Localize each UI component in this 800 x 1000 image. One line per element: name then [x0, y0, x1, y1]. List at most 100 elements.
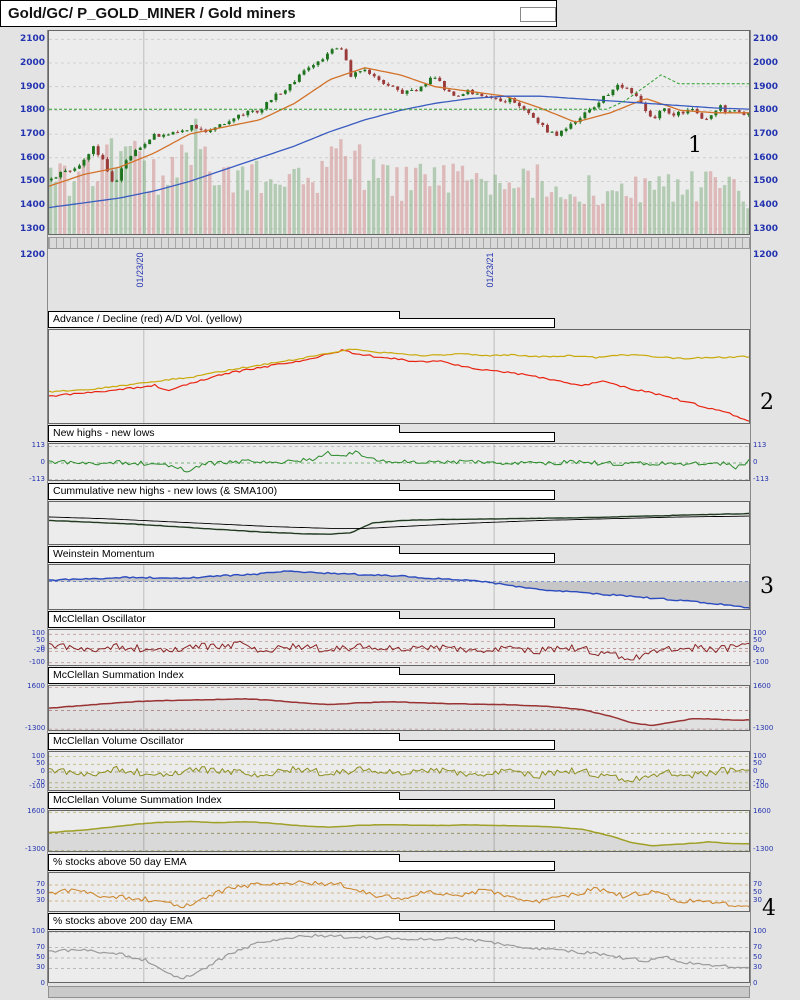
axis-tick-right: 1300 [753, 223, 779, 234]
axis-tick-left: 30 [36, 963, 45, 972]
axis-tick-right: 30 [753, 896, 762, 904]
panel-mcclellan-volume-oscillator: McClellan Volume Oscillator 100 100 50 50 0 0… [0, 733, 800, 792]
axis-tick-right: 1600 [753, 807, 771, 816]
axis-tick-left: 0 [40, 979, 45, 987]
panel-cumulative-nh-nl: Cummulative new highs - new lows (& SMA1… [0, 483, 800, 546]
axis-tick-left: -113 [29, 474, 45, 483]
panel-label: McClellan Volume Summation Index [53, 794, 222, 806]
panel-mcclellan-summation: McClellan Summation Index 1600 1600 -1300 -… [0, 667, 800, 733]
panel-mcclellan-oscillator: McClellan Oscillator 100 100 50 50 0 0 -20 -20-… [0, 611, 800, 667]
panel-label-extension [399, 920, 555, 930]
mcclellan-oscillator-chart[interactable] [48, 629, 750, 666]
panel-advance-decline: Advance / Decline (red) A/D Vol. (yellow… [0, 311, 800, 425]
advance-decline-chart[interactable] [48, 329, 750, 424]
axis-tick-left: 0 [40, 767, 45, 775]
axis-tick-right: 100 [753, 751, 767, 760]
panel-label-extension [399, 674, 555, 684]
annotation-1: 1 [688, 133, 702, 158]
axis-tick-left: -1300 [25, 845, 46, 854]
axis-tick-right: 1600 [753, 682, 771, 691]
axis-tick-right: 2000 [753, 57, 779, 68]
panel-label-box: New highs - new lows [48, 425, 400, 442]
axis-tick-left: 70 [36, 880, 45, 888]
axis-tick-left: 1600 [27, 682, 45, 691]
axis-tick-right: 70 [753, 942, 762, 951]
panel-label: % stocks above 50 day EMA [53, 856, 187, 868]
axis-tick-left: 1400 [19, 200, 45, 211]
panel-label-extension [399, 318, 555, 328]
axis-tick-left: 1500 [19, 176, 45, 187]
mcclellan-volume-summation-chart[interactable] [48, 810, 750, 852]
title-bar-button[interactable] [520, 7, 556, 22]
axis-tick-left: 1800 [19, 105, 45, 116]
axis-tick-left: 100 [31, 629, 45, 638]
panel-label-box: Cummulative new highs - new lows (& SMA1… [48, 483, 400, 500]
pct-above-50ema-chart[interactable] [48, 872, 750, 912]
axis-tick-left: -20 [33, 646, 45, 655]
price-chart[interactable] [48, 30, 750, 235]
axis-tick-right: -1300 [753, 845, 774, 854]
axis-tick-left: 100 [31, 751, 45, 760]
axis-tick-left: 50 [36, 888, 45, 896]
axis-tick-right: 2100 [753, 34, 779, 45]
axis-tick-left: 0 [40, 643, 45, 652]
axis-tick-right: 1800 [753, 105, 779, 116]
axis-tick-left: 2000 [19, 57, 45, 68]
panel-label-box: Advance / Decline (red) A/D Vol. (yellow… [48, 311, 400, 328]
price-scrollbar[interactable] [48, 237, 750, 249]
panel-pct-above-200ema: % stocks above 200 day EMA 100 100 70 70 50 5… [0, 913, 800, 987]
axis-tick-left: 50 [36, 759, 45, 768]
axis-tick-right: -100 [753, 657, 769, 666]
mcclellan-summation-chart[interactable] [48, 685, 750, 731]
panel-label-box: McClellan Summation Index [48, 667, 400, 684]
axis-tick-left: -1300 [25, 724, 46, 733]
axis-tick-left: -100 [29, 657, 45, 666]
axis-tick-left: 0 [40, 458, 45, 466]
axis-tick-right: 113 [753, 441, 767, 450]
panel-new-highs-lows: New highs - new lows 113 113 0 0 -113 -113 [0, 425, 800, 483]
panel-label-box: % stocks above 200 day EMA [48, 913, 400, 930]
axis-tick-right: 0 [753, 458, 758, 466]
axis-tick-right: 1400 [753, 200, 779, 211]
weinstein-chart[interactable] [48, 564, 750, 610]
pct-above-200ema-chart[interactable] [48, 931, 750, 983]
panel-weinstein: Weinstein Momentum [0, 546, 800, 611]
panel-label-box: McClellan Oscillator [48, 611, 400, 628]
panel-label: Weinstein Momentum [53, 548, 155, 560]
mcclellan-volume-oscillator-chart[interactable] [48, 751, 750, 791]
axis-tick-right: 0 [753, 767, 758, 775]
axis-tick-right: 1200 [753, 250, 779, 260]
axis-tick-left: -100 [29, 782, 45, 791]
panel-mcclellan-volume-summation: McClellan Volume Summation Index 1600 160… [0, 792, 800, 854]
panel-label-extension [399, 432, 555, 442]
axis-tick-right: -70 [753, 777, 765, 786]
panel-label-box: McClellan Volume Summation Index [48, 792, 400, 809]
axis-tick-left: 100 [31, 927, 45, 935]
axis-tick-left: 30 [36, 896, 45, 904]
date-label: 01/23/21 [485, 252, 495, 288]
left-axis-line [47, 30, 48, 986]
axis-tick-left: 113 [31, 441, 45, 450]
axis-tick-left: 1600 [27, 807, 45, 816]
panel-label-extension [399, 861, 555, 871]
new-highs-lows-chart[interactable] [48, 443, 750, 481]
axis-tick-right: -113 [753, 474, 769, 483]
horizontal-scrollbar[interactable] [48, 986, 750, 998]
axis-tick-left: 50 [36, 953, 45, 961]
axis-tick-right: 100 [753, 927, 767, 935]
title-bar: Gold/GC/ P_GOLD_MINER / Gold miners [0, 0, 557, 27]
axis-tick-left: 1600 [19, 152, 45, 163]
panel-label: New highs - new lows [53, 427, 155, 439]
axis-tick-left: 50 [36, 636, 45, 645]
panel-label: McClellan Summation Index [53, 669, 184, 681]
axis-tick-right: 0 [753, 643, 758, 652]
axis-tick-right: 1700 [753, 129, 779, 140]
panel-label: McClellan Volume Oscillator [53, 735, 184, 747]
cumulative-nh-nl-chart[interactable] [48, 501, 750, 545]
annotation-4: 4 [762, 896, 776, 921]
page-title: Gold/GC/ P_GOLD_MINER / Gold miners [8, 5, 296, 22]
axis-tick-left: 1900 [19, 81, 45, 92]
panel-label: Advance / Decline (red) A/D Vol. (yellow… [53, 313, 243, 325]
axis-tick-right: 50 [753, 953, 762, 961]
